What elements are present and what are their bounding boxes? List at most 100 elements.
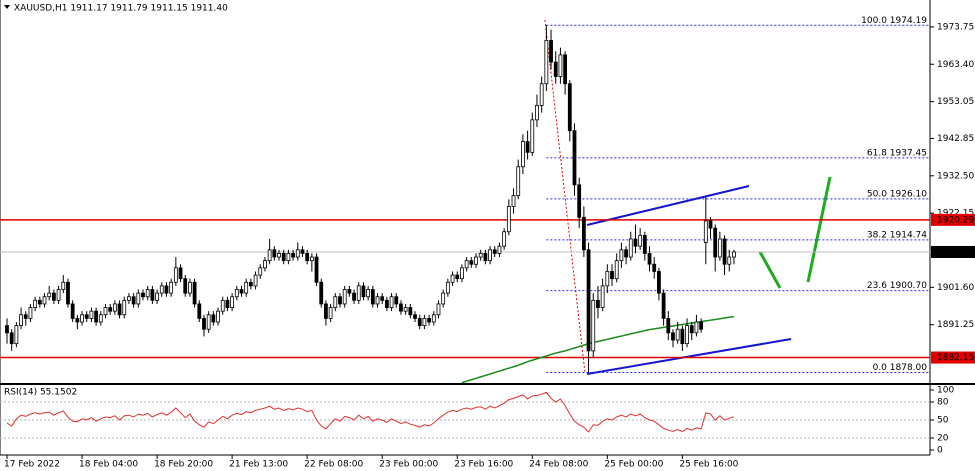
candle-body [567, 83, 572, 132]
candle-body [544, 40, 549, 85]
candle-body [295, 249, 300, 258]
candle-body [600, 285, 605, 308]
candle-body [159, 285, 164, 294]
candle-body [258, 267, 263, 276]
candle-body [291, 253, 295, 258]
candle-body [169, 281, 174, 294]
candle-body [361, 285, 366, 298]
candle-body [145, 289, 150, 298]
candle-body [94, 310, 99, 323]
candle-body [516, 166, 521, 197]
candle-body [150, 289, 155, 301]
candle-body [474, 256, 478, 265]
candle-body [469, 260, 474, 265]
candle-body [286, 253, 291, 262]
candle-body [586, 249, 591, 352]
candle-body [56, 289, 61, 301]
candle-body [389, 296, 394, 308]
candle-body [319, 281, 324, 305]
candle-body [352, 292, 356, 301]
candle-body [492, 249, 497, 254]
level-box [931, 213, 975, 226]
candle-body [713, 227, 718, 258]
candle-body [460, 267, 464, 280]
y-tick-label: 1891.25 [937, 320, 974, 330]
rsi-tick-label: 20 [937, 434, 949, 444]
candle-body [680, 328, 685, 345]
candle-body [384, 299, 389, 308]
y-tick-label: 1953.05 [937, 97, 974, 107]
candle-body [591, 299, 596, 352]
rsi-tick-label: 100 [937, 386, 954, 396]
candle-body [211, 314, 216, 323]
x-tick-label: 21 Feb 13:00 [229, 460, 288, 470]
candle-body [558, 54, 563, 77]
candle-body [647, 253, 652, 265]
candle-body [253, 274, 258, 287]
candle-body [117, 303, 122, 316]
candle-body [671, 332, 675, 341]
candle-body [408, 307, 413, 316]
rsi-label: RSI(14) 55.1502 [4, 388, 77, 398]
candle-body [328, 307, 333, 319]
candle-body [356, 285, 361, 301]
x-tick-label: 18 Feb 20:00 [154, 460, 213, 470]
candle-body [122, 299, 127, 316]
candle-body [206, 314, 211, 330]
candle-body [441, 292, 446, 305]
candle-body [155, 292, 159, 301]
candle-body [225, 299, 230, 308]
candle-body [300, 249, 305, 254]
candle-body [108, 307, 113, 312]
candle-body [281, 253, 286, 262]
candle-body [248, 281, 253, 287]
candle-body [511, 195, 516, 207]
candle-body [685, 325, 689, 345]
candle-body [394, 296, 399, 305]
last-price-box [931, 245, 975, 258]
x-tick-label: 24 Feb 08:00 [529, 460, 588, 470]
candle-body [220, 299, 225, 312]
candle-body [375, 296, 380, 305]
rsi-tick-label: 80 [937, 398, 949, 408]
candle-body [689, 325, 694, 334]
candle-body [37, 299, 42, 305]
candle-body [703, 220, 708, 243]
candle-body [183, 278, 188, 294]
candle-body [399, 303, 403, 312]
candle-body [661, 292, 666, 319]
rsi-tick-label: 50 [937, 416, 949, 426]
candle-body [192, 281, 197, 305]
candle-body [666, 317, 671, 334]
y-tick-label: 1901.60 [937, 283, 974, 293]
fib-connector [544, 19, 586, 374]
candle-body [52, 292, 56, 301]
candle-body [628, 238, 633, 258]
candle-body [197, 303, 202, 319]
candle-body [619, 249, 624, 262]
fib-label: 23.6 1900.70 [867, 281, 927, 291]
candle-body [483, 253, 488, 262]
candle-body [614, 260, 619, 280]
candle-body [239, 289, 244, 294]
candle-body [577, 184, 582, 218]
candle-body [708, 220, 713, 229]
candle-body [445, 281, 450, 294]
candle-body [42, 296, 47, 305]
candle-body [403, 307, 408, 312]
candle-body [305, 253, 310, 262]
candle-body [28, 307, 33, 319]
candle-body [89, 310, 94, 319]
y-tick-label: 1942.85 [937, 134, 974, 144]
candle-body [652, 263, 657, 272]
candle-body [202, 317, 206, 330]
forecast-arrow [758, 251, 782, 289]
candle-body [549, 40, 553, 63]
candle-body [530, 119, 535, 153]
x-tick-label: 23 Feb 16:00 [454, 460, 513, 470]
fib-label: 61.8 1937.45 [867, 148, 927, 158]
candle-body [521, 141, 525, 168]
candle-body [5, 325, 9, 334]
candle-body [75, 317, 80, 323]
